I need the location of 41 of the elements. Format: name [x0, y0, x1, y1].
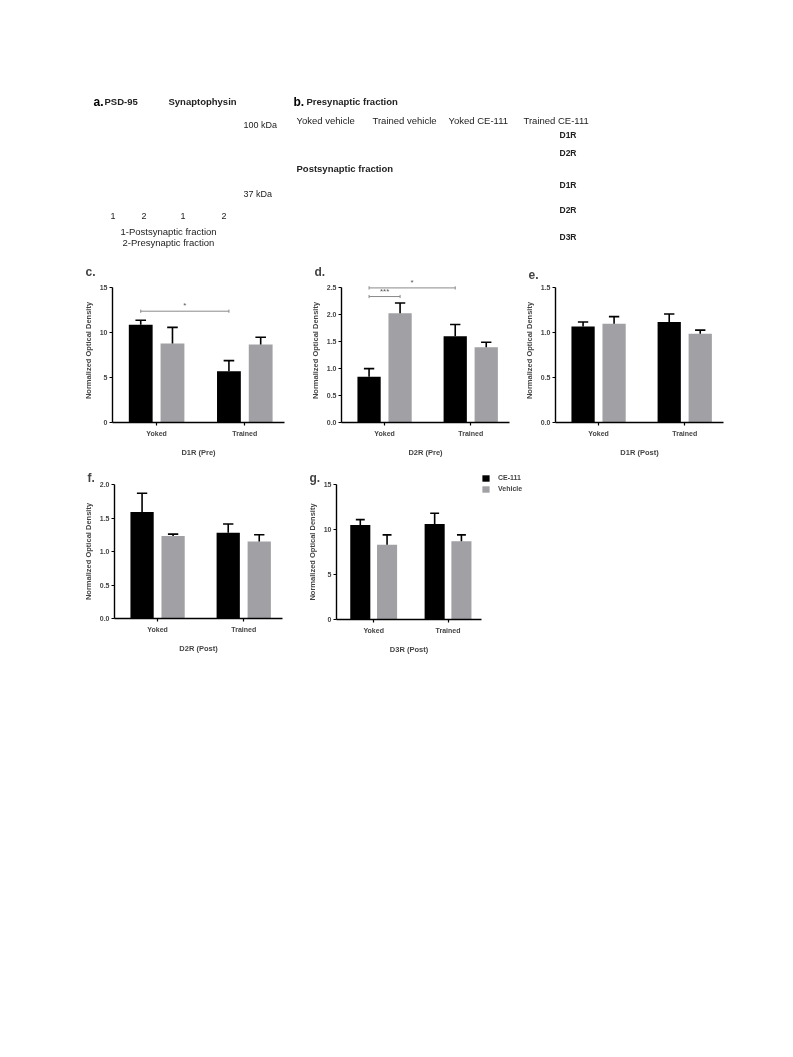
text: D2R [559, 147, 577, 158]
bar [161, 536, 185, 619]
text: 1 [180, 210, 186, 221]
text: 1-Postsynaptic fraction [120, 226, 217, 237]
text: D2R [559, 204, 577, 215]
text: PSD-95 [104, 96, 139, 107]
annotation: *** [379, 286, 390, 296]
text: Postsynaptic fraction [296, 163, 394, 174]
chart-title: e. [528, 267, 539, 282]
text: D1R [559, 129, 577, 140]
text: 100 kDa [243, 119, 278, 130]
text: Trained CE-111 [523, 115, 589, 126]
text: b. [293, 94, 305, 109]
text: D3R [559, 231, 577, 242]
bar [688, 333, 712, 423]
chart-title: f. [87, 470, 95, 485]
text: 2 [141, 210, 147, 221]
text: a. [93, 94, 104, 109]
text: Yoked CE-111 [448, 115, 509, 126]
annotation: * [183, 301, 187, 311]
bar [451, 541, 472, 620]
text: D1R [559, 179, 577, 190]
bar [474, 347, 498, 423]
text: 2 [221, 210, 227, 221]
text: * [410, 277, 414, 287]
text: Yoked vehicle [296, 115, 355, 126]
text: Synaptophysin [168, 96, 237, 107]
bar [602, 323, 626, 423]
chart-title: d. [314, 264, 326, 279]
chart-title: c. [85, 264, 96, 279]
text: 2-Presynaptic fraction [122, 237, 215, 248]
bar [247, 541, 271, 619]
bar [248, 344, 273, 423]
bar [388, 313, 412, 423]
bar [160, 343, 185, 423]
chart-title: g. [309, 470, 321, 485]
text: Trained vehicle [372, 115, 437, 126]
text: 1 [110, 210, 116, 221]
text: 37 kDa [243, 188, 273, 199]
bar [377, 544, 398, 620]
text: Presynaptic fraction [306, 96, 399, 107]
